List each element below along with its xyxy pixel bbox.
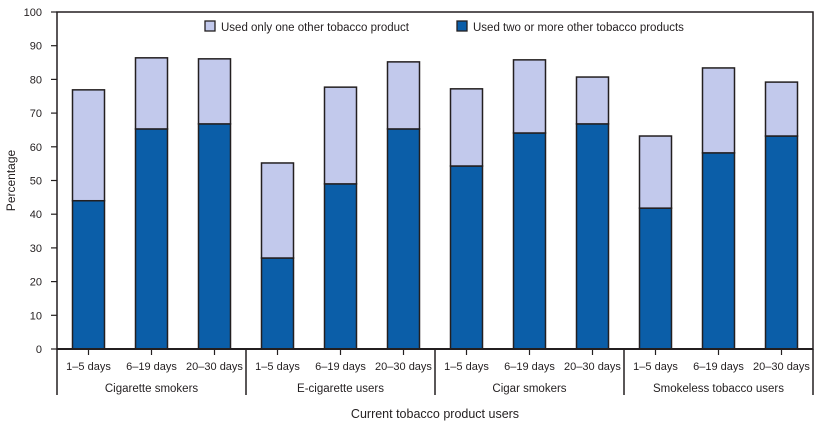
x-tick-label: 6–19 days <box>504 361 555 373</box>
x-tick-label: 20–30 days <box>375 361 432 373</box>
bar-segment <box>134 128 169 350</box>
x-axis-label: Current tobacco product users <box>351 407 519 421</box>
y-tick-label: 30 <box>30 243 42 255</box>
bar-segment <box>638 135 673 209</box>
bar-segment <box>575 123 610 350</box>
legend-label: Used two or more other tobacco products <box>473 22 684 34</box>
bar-segment <box>197 58 232 125</box>
y-tick-label: 50 <box>30 176 42 188</box>
x-tick-label: 20–30 days <box>564 361 621 373</box>
x-tick-label: 1–5 days <box>444 361 489 373</box>
y-tick-label: 70 <box>30 108 42 120</box>
bar-segment <box>701 67 736 154</box>
y-axis-label: Percentage <box>4 149 18 211</box>
y-tick-label: 60 <box>30 142 42 154</box>
bar-segment <box>71 89 106 202</box>
y-tick-label: 40 <box>30 209 42 221</box>
legend-swatch <box>204 20 216 32</box>
bar-segment <box>638 207 673 350</box>
bar-segment <box>512 132 547 350</box>
x-tick-label: 6–19 days <box>126 361 177 373</box>
bar-segment <box>764 81 799 137</box>
bar-segment <box>512 59 547 134</box>
x-tick-label: 1–5 days <box>633 361 678 373</box>
x-tick-label: 6–19 days <box>693 361 744 373</box>
bar-segment <box>323 183 358 350</box>
bar-segment <box>386 61 421 130</box>
x-tick-label: 6–19 days <box>315 361 366 373</box>
bar-segment <box>197 123 232 350</box>
group-label: E-cigarette users <box>297 383 384 395</box>
bar-segment <box>323 86 358 185</box>
bar-segment <box>71 199 106 350</box>
legend-label: Used only one other tobacco product <box>221 22 410 34</box>
x-tick-label: 1–5 days <box>66 361 111 373</box>
group-label: Smokeless tobacco users <box>653 383 784 395</box>
x-tick-label: 1–5 days <box>255 361 300 373</box>
bar-segment <box>575 76 610 125</box>
y-tick-label: 10 <box>30 310 42 322</box>
x-tick-label: 20–30 days <box>753 361 810 373</box>
y-tick-label: 100 <box>24 7 42 19</box>
y-tick-label: 0 <box>36 344 42 356</box>
group-label: Cigarette smokers <box>105 383 199 395</box>
bar-segment <box>449 165 484 350</box>
bar-segment <box>449 88 484 167</box>
y-tick-label: 20 <box>30 277 42 289</box>
y-tick-label: 90 <box>30 41 42 53</box>
legend-swatch <box>456 20 468 32</box>
bar-segment <box>260 257 295 350</box>
plot-frame <box>56 11 814 350</box>
bar-segment <box>386 128 421 350</box>
bar-segment <box>764 135 799 350</box>
x-tick-label: 20–30 days <box>186 361 243 373</box>
group-label: Cigar smokers <box>492 383 566 395</box>
bar-segment <box>134 57 169 130</box>
bar-segment <box>260 162 295 259</box>
y-tick-label: 80 <box>30 74 42 86</box>
bar-segment <box>701 152 736 350</box>
